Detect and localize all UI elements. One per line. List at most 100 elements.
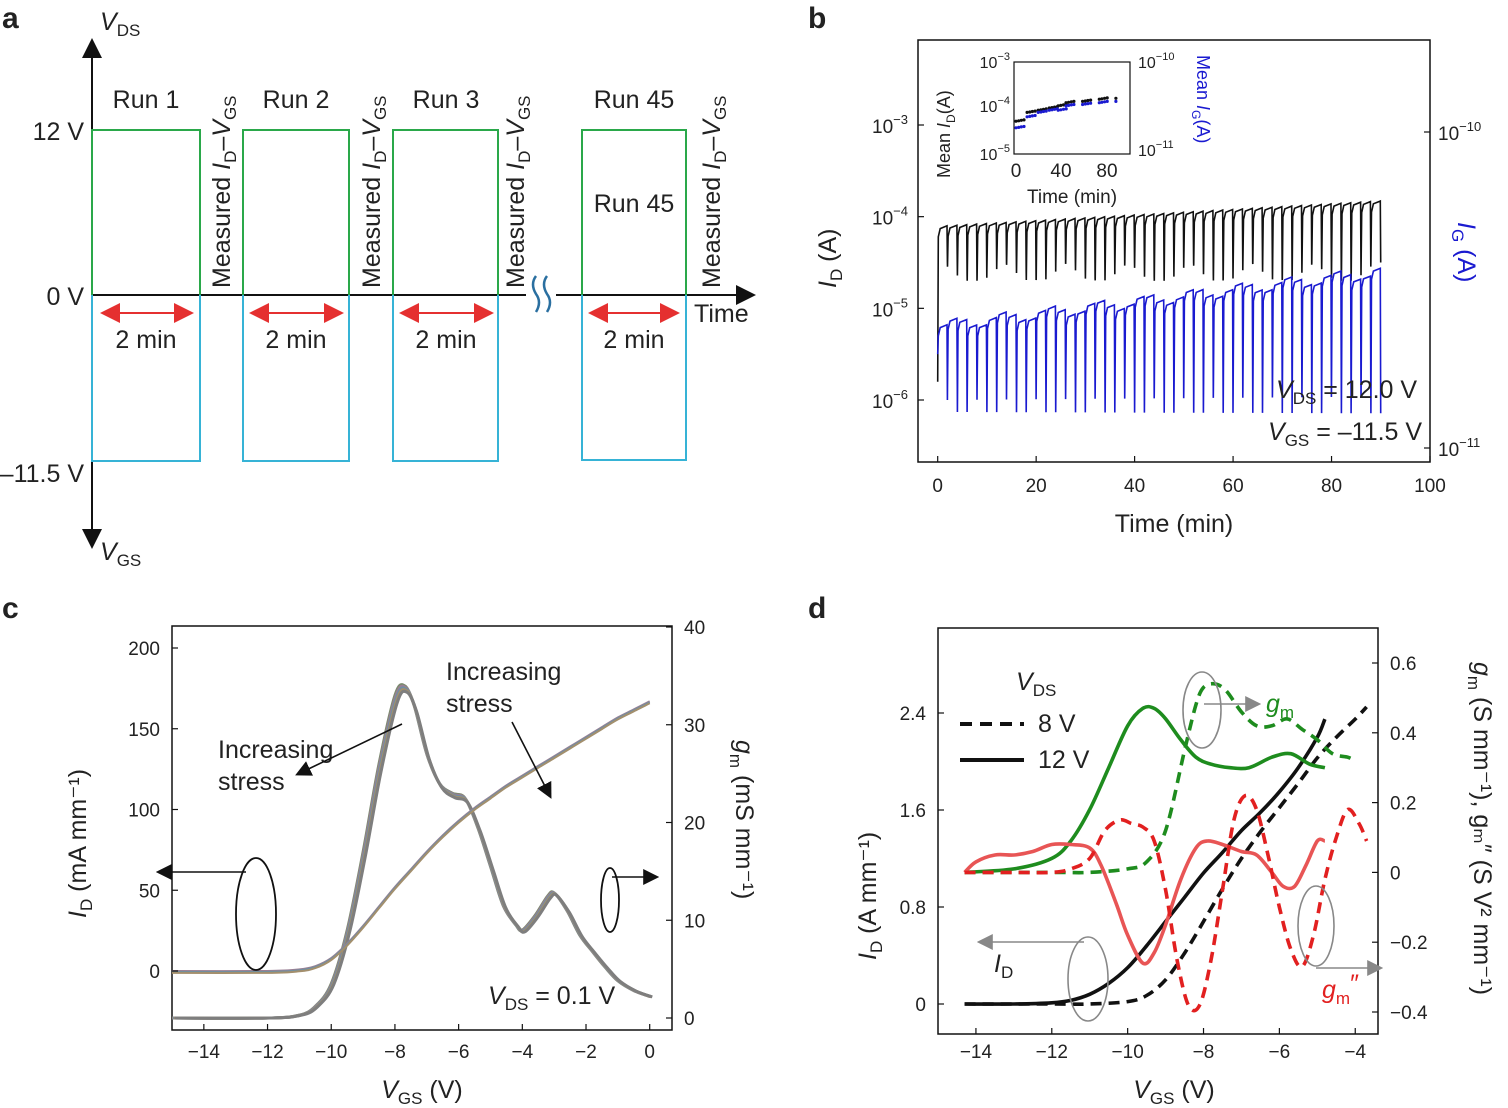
y-tick-label-right: −0.4 <box>1390 1003 1428 1024</box>
inset-y-label-right: Mean IG(A) <box>1189 55 1213 143</box>
inset-point-id <box>1105 96 1109 100</box>
inset-point-ig <box>1044 109 1048 113</box>
inset-point-id <box>1100 97 1104 101</box>
time-axis-label: Time <box>694 300 749 328</box>
inset-point-id <box>1053 105 1057 109</box>
vds-pulse-run3 <box>392 129 499 295</box>
traces <box>172 683 653 1020</box>
inset-point-id <box>1072 99 1076 103</box>
panel-letter-b: b <box>808 2 826 35</box>
vgs-axis-label: VGS <box>100 538 141 570</box>
inset-point-ig <box>1072 102 1076 107</box>
y-tick-label-left: 100 <box>128 801 160 822</box>
inset-point-ig <box>1103 100 1107 104</box>
y-tick-label-left: 1.6 <box>900 801 926 822</box>
annotation-stress: stress <box>446 690 513 718</box>
y-tick-label-right: 40 <box>684 618 705 639</box>
inset-point-ig <box>1056 108 1060 112</box>
plot-frame <box>917 39 1431 463</box>
series-line-g-m-12-v <box>963 837 1326 966</box>
y-tick-label-left: 50 <box>139 881 160 902</box>
inset-point-ig <box>1030 114 1034 118</box>
curve-selector-id <box>1067 936 1109 1022</box>
x-tick-label: −4 <box>1344 1042 1366 1063</box>
y-axis-label-left: ID (A mm⁻¹) <box>854 832 886 960</box>
inset-point-id <box>1014 119 1018 123</box>
annotation-increasing: Increasing <box>446 658 561 686</box>
series-line-ig <box>936 267 1382 414</box>
axis-break-mark <box>542 275 552 313</box>
inset-point-ig <box>1083 102 1087 106</box>
annotation-vds: VDS = 12.0 V <box>1276 376 1417 408</box>
series-line-g-m-12-v <box>964 704 1326 875</box>
inset-point-ig <box>1022 124 1026 129</box>
svg-text:Measured ID–VGS: Measured ID–VGS <box>502 95 534 288</box>
y-axis-label-left: ID (mA mm⁻¹) <box>64 769 96 918</box>
y-tick-label-left: 10−6 <box>872 387 908 413</box>
annotation-stress: stress <box>218 768 285 796</box>
inset-point-ig <box>1017 125 1021 129</box>
inset-point-id <box>1086 98 1090 103</box>
panel-b-chart: 0 20 40 60 80 100 10−6 10−5 10−4 10−3 10−11 10−10 T… <box>814 39 1481 538</box>
measured-label-3: Measured ID–VGS <box>502 95 534 288</box>
x-axis-label: VGS (V) <box>1133 1076 1215 1108</box>
curve-selector-gm <box>1182 671 1222 749</box>
inset-point-id <box>1067 100 1071 104</box>
svg-text:Mean ID(A): Mean ID(A) <box>934 90 958 178</box>
svg-text:Measured ID–VGS: Measured ID–VGS <box>358 95 390 288</box>
panel-letter-c: c <box>2 592 19 625</box>
y-axis-label-left: ID (A) <box>814 228 846 288</box>
y-axis-label-right: IG (A) <box>1448 222 1480 282</box>
panel-c-chart: −14 −12 −10 −8 −6 −4 −2 0050100150200010203040 … <box>64 618 758 1108</box>
y-tick-label-right: −0.2 <box>1390 933 1428 954</box>
inset-point-ig <box>1033 113 1037 118</box>
svg-text:gm (S mm⁻¹), gₘ″ (S V² mm⁻¹): gm (S mm⁻¹), gₘ″ (S V² mm⁻¹) <box>1464 662 1496 995</box>
series-line-g-m-8-v <box>964 681 1357 875</box>
inset-point-id <box>1041 107 1046 111</box>
inset-x-tick: 40 <box>1050 161 1071 182</box>
inset-point-id <box>1036 108 1040 112</box>
panel-letter-d: d <box>808 592 826 625</box>
vds-pulse-run1 <box>91 129 201 295</box>
inset-point-id <box>1019 118 1023 122</box>
inset-point-id <box>1022 118 1026 122</box>
panel-letter-a: a <box>2 2 19 35</box>
y-tick-label-right: 30 <box>684 716 705 737</box>
inset-y-tick-left: 10−5 <box>980 143 1010 164</box>
series-line-id <box>936 199 1382 382</box>
annotation-vgs: VGS = –11.5 V <box>1268 418 1422 450</box>
ticks: 0 20 40 60 80 100 10−6 10−5 10−4 10−3 10−11 10−10 <box>872 112 1481 497</box>
inset-point-ig <box>1064 104 1068 108</box>
vgs-pulse-run3 <box>392 295 499 462</box>
inset-point-ig <box>1097 101 1101 105</box>
x-tick-label: −6 <box>448 1042 470 1063</box>
x-axis-label: Time (min) <box>1115 510 1234 538</box>
inset-point-ig <box>1114 99 1118 103</box>
inset-point-id <box>1047 106 1051 110</box>
inset-point-ig <box>1081 102 1085 107</box>
inset-point-id <box>1044 107 1048 111</box>
run-label-45-inner: Run 45 <box>594 190 675 218</box>
inset-frame <box>1013 61 1131 155</box>
y-tick-label-left: 150 <box>128 720 160 741</box>
series-line-g-m-8-v <box>964 793 1369 1013</box>
inset-x-label: Time (min) <box>1027 187 1117 208</box>
legend-label-12v: 12 V <box>1038 746 1090 774</box>
inset-point-id <box>1114 96 1118 100</box>
x-tick-label: −2 <box>575 1042 597 1063</box>
inset-point-ig <box>1059 108 1063 112</box>
plot-frame <box>937 627 1379 1035</box>
inset-point-ig <box>1039 110 1043 114</box>
duration-label-3: 2 min <box>415 326 476 354</box>
y-tick-label-right: 10 <box>684 911 705 932</box>
x-tick-label: 20 <box>1026 476 1047 497</box>
svg-text:ID (mA mm⁻¹): ID (mA mm⁻¹) <box>64 769 96 918</box>
x-tick-label: 0 <box>644 1042 655 1063</box>
inset-point-id <box>1050 106 1054 110</box>
measured-label-2: Measured ID–VGS <box>358 95 390 288</box>
x-tick-label: −8 <box>384 1042 406 1063</box>
run-label-45: Run 45 <box>594 86 675 114</box>
vds-pulse-run45 <box>581 129 687 295</box>
curve-selector-ellipse-right <box>600 867 620 933</box>
